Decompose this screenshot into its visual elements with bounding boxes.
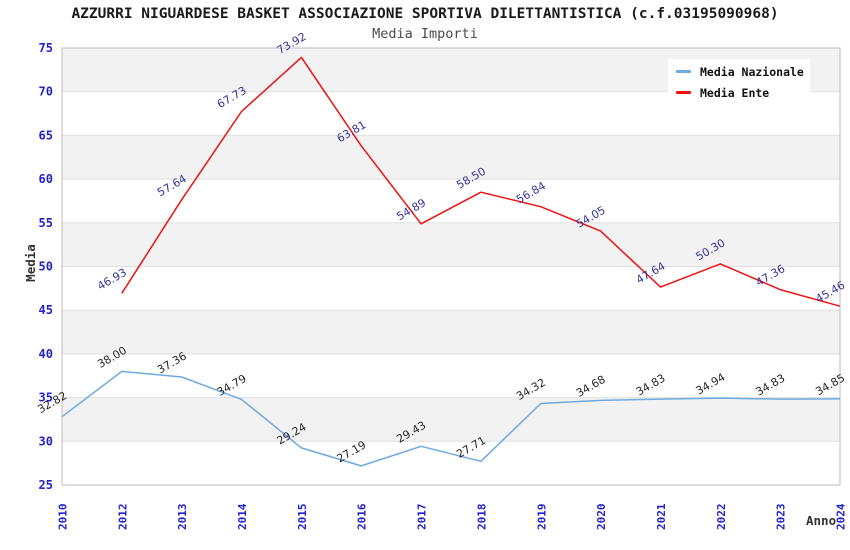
y-tick-label: 65 xyxy=(39,128,53,142)
x-tick-label: 2020 xyxy=(595,504,608,531)
x-axis-title: Anno xyxy=(806,513,837,528)
plot-band xyxy=(62,135,840,180)
chart-title: AZZURRI NIGUARDESE BASKET ASSOCIAZIONE S… xyxy=(71,6,779,22)
y-tick-label: 30 xyxy=(39,434,53,448)
plot-band xyxy=(62,353,840,398)
legend-item-media-ente[interactable]: Media Ente xyxy=(676,84,810,101)
x-tick-label: 2017 xyxy=(416,504,429,531)
media-ente-line-swatch-icon xyxy=(676,91,691,94)
series-line-media-ente xyxy=(121,56,841,307)
y-tick-label: 45 xyxy=(39,303,53,317)
chart-legend: Media Nazionale Media Ente xyxy=(668,59,810,105)
legend-label: Media Nazionale xyxy=(700,64,804,79)
x-tick-label: 2021 xyxy=(655,503,668,530)
x-tick-label: 2010 xyxy=(57,504,70,531)
plot-border xyxy=(61,47,841,486)
x-tick-label: 2013 xyxy=(176,504,189,531)
media-nazionale-line-swatch-icon xyxy=(676,70,691,73)
plot-band xyxy=(62,397,840,442)
x-tick-label: 2023 xyxy=(775,504,788,531)
plot-band xyxy=(62,310,840,354)
x-tick-label: 2014 xyxy=(236,503,249,530)
legend-label: Media Ente xyxy=(700,85,770,100)
plot-band xyxy=(62,441,840,485)
x-tick-label: 2022 xyxy=(715,504,728,531)
series-line-media-nazionale xyxy=(61,370,841,467)
y-tick-label: 70 xyxy=(39,85,53,99)
y-tick-label: 40 xyxy=(39,347,53,361)
y-tick-label: 75 xyxy=(39,41,53,55)
plot-band xyxy=(62,222,840,267)
plot-band xyxy=(62,266,840,311)
y-tick-label: 35 xyxy=(39,391,53,405)
x-tick-label: 2016 xyxy=(356,503,369,530)
legend-item-media-nazionale[interactable]: Media Nazionale xyxy=(676,63,810,80)
y-tick-label: 50 xyxy=(39,260,53,274)
y-axis-title: Media xyxy=(23,244,38,282)
y-tick-label: 60 xyxy=(39,172,53,186)
chart-subtitle: Media Importi xyxy=(372,26,478,42)
x-tick-label: 2019 xyxy=(535,504,548,531)
x-tick-label: 2024 xyxy=(835,503,848,530)
x-tick-label: 2015 xyxy=(296,504,309,531)
x-tick-label: 2012 xyxy=(116,504,129,531)
y-tick-label: 55 xyxy=(39,216,53,230)
y-tick-label: 25 xyxy=(39,478,53,492)
plot-band xyxy=(62,179,840,223)
x-tick-label: 2018 xyxy=(475,504,488,531)
